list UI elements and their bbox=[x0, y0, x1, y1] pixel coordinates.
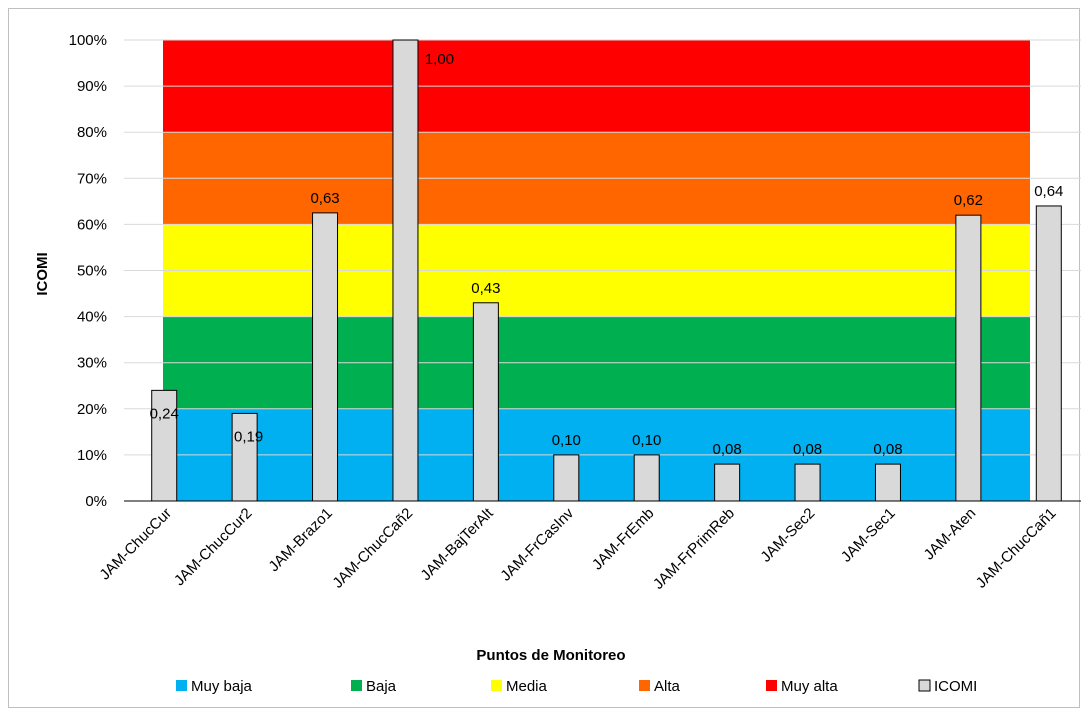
legend-swatch bbox=[639, 680, 650, 691]
legend-item: ICOMI bbox=[918, 678, 977, 695]
bar bbox=[714, 463, 741, 502]
data-label: 0,10 bbox=[632, 432, 661, 449]
data-label: 0,63 bbox=[310, 190, 339, 207]
y-tick-label: 20% bbox=[77, 401, 107, 418]
x-tick-label: JAM-ChucCur2 bbox=[171, 505, 256, 590]
data-label: 0,62 bbox=[954, 192, 983, 209]
legend-item: Muy baja bbox=[176, 678, 253, 695]
y-tick-label: 80% bbox=[77, 124, 107, 141]
data-label: 0,10 bbox=[552, 432, 581, 449]
x-tick-label: JAM-ChucCañ1 bbox=[973, 505, 1060, 592]
bar-chart: 0,24 0,19 0,63 1,00 0,43 0,10 0,10 0,08 0,08 0,08… bbox=[34, 32, 1081, 695]
legend-swatch bbox=[351, 680, 362, 691]
bar bbox=[392, 39, 419, 502]
x-tick-label: JAM-Sec2 bbox=[757, 505, 818, 566]
x-tick-label: JAM-FrPrimReb bbox=[650, 505, 738, 593]
bar bbox=[231, 412, 258, 502]
data-label: 0,43 bbox=[471, 280, 500, 297]
data-label: 0,19 bbox=[234, 428, 263, 445]
data-labels: 0,24 0,19 0,63 1,00 0,43 0,10 0,10 0,08 0,08 0,08… bbox=[150, 51, 1064, 458]
data-label: 0,08 bbox=[713, 441, 742, 458]
bar bbox=[312, 212, 339, 502]
bar bbox=[633, 454, 660, 502]
legend-swatch bbox=[766, 680, 777, 691]
chart-frame: 0,24 0,19 0,63 1,00 0,43 0,10 0,10 0,08 0,08 0,08… bbox=[8, 8, 1081, 708]
y-tick-label: 40% bbox=[77, 309, 107, 326]
y-tick-label: 0% bbox=[85, 493, 107, 510]
y-tick-label: 70% bbox=[77, 170, 107, 187]
x-tick-label: JAM-FrEmb bbox=[589, 505, 658, 574]
y-axis-title: ICOMI bbox=[34, 252, 51, 295]
bar bbox=[553, 454, 580, 502]
legend-label: Muy alta bbox=[781, 678, 838, 695]
legend-label: ICOMI bbox=[934, 678, 977, 695]
y-tick-label: 60% bbox=[77, 216, 107, 233]
legend-label: Baja bbox=[366, 678, 397, 695]
data-label: 0,24 bbox=[150, 405, 179, 422]
y-axis-ticks: 0% 10% 20% 30% 40% 50% 60% 70% 80% 90% 100% bbox=[69, 32, 107, 510]
x-tick-label: JAM-Aten bbox=[921, 505, 980, 564]
y-tick-label: 90% bbox=[77, 78, 107, 95]
y-tick-label: 50% bbox=[77, 263, 107, 280]
legend-item: Baja bbox=[351, 678, 397, 695]
y-tick-label: 30% bbox=[77, 355, 107, 372]
legend-item: Muy alta bbox=[766, 678, 838, 695]
gridlines bbox=[124, 39, 1081, 502]
x-tick-label: JAM-FrCasInv bbox=[497, 504, 577, 584]
legend-label: Media bbox=[506, 678, 548, 695]
legend: Muy baja Baja Media Alta Muy alta ICOMI bbox=[176, 678, 977, 695]
x-tick-label: JAM-BajTerAlt bbox=[417, 504, 497, 584]
legend-label: Alta bbox=[654, 678, 681, 695]
y-tick-label: 100% bbox=[69, 32, 107, 49]
x-tick-label: JAM-ChucCur bbox=[96, 505, 175, 584]
x-tick-label: JAM-Sec1 bbox=[838, 505, 899, 566]
data-label: 0,08 bbox=[793, 441, 822, 458]
legend-swatch bbox=[176, 680, 187, 691]
bar bbox=[955, 214, 982, 502]
legend-label: Muy baja bbox=[191, 678, 253, 695]
data-label: 0,64 bbox=[1034, 183, 1063, 200]
bar bbox=[794, 463, 821, 502]
bar bbox=[472, 302, 499, 502]
legend-item: Media bbox=[491, 678, 548, 695]
data-label: 1,00 bbox=[425, 51, 454, 68]
y-tick-label: 10% bbox=[77, 447, 107, 464]
bar bbox=[1035, 205, 1062, 502]
x-tick-label: JAM-Brazo1 bbox=[265, 505, 335, 575]
data-label: 0,08 bbox=[873, 441, 902, 458]
legend-swatch bbox=[491, 680, 502, 691]
bar bbox=[874, 463, 901, 502]
legend-swatch bbox=[918, 679, 931, 692]
x-axis-title: Puntos de Monitoreo bbox=[476, 647, 625, 664]
legend-item: Alta bbox=[639, 678, 681, 695]
x-tick-label: JAM-ChucCañ2 bbox=[329, 505, 416, 592]
